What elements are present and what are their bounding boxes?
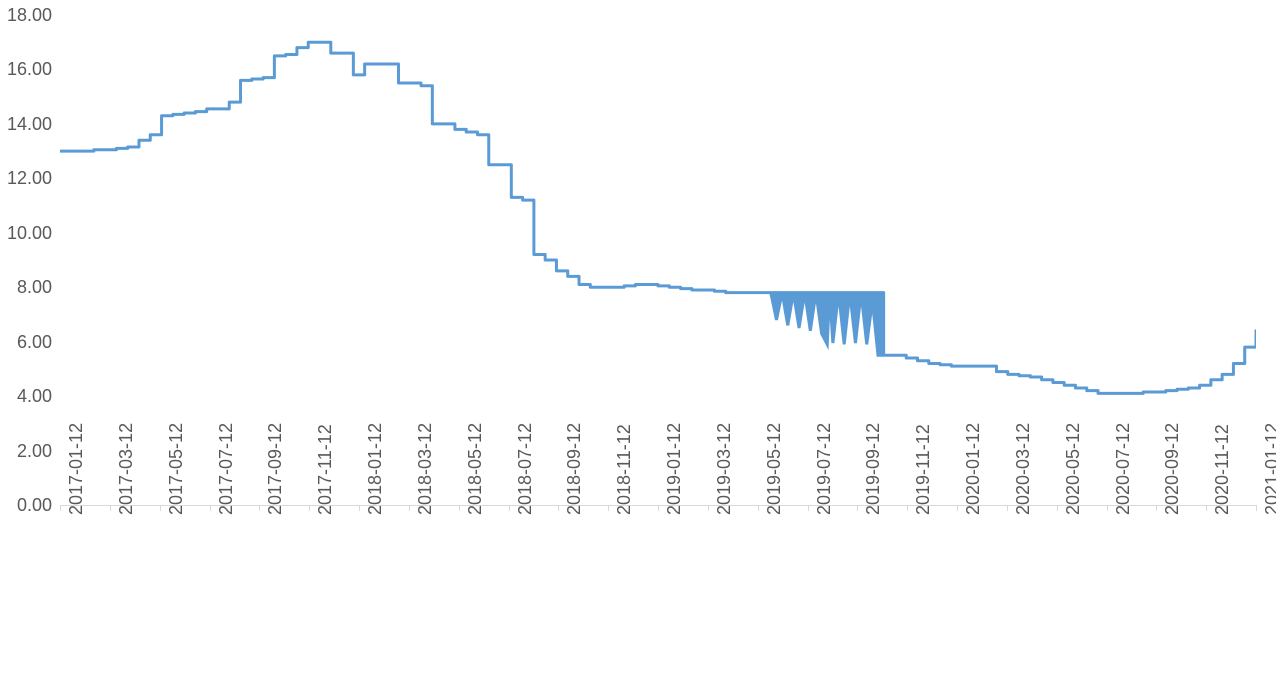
x-tick-mark bbox=[1107, 505, 1108, 511]
x-tick-mark bbox=[857, 505, 858, 511]
x-tick-mark bbox=[259, 505, 260, 511]
x-tick-mark bbox=[60, 505, 61, 511]
y-tick-label: 14.00 bbox=[7, 114, 52, 135]
x-tick-mark bbox=[160, 505, 161, 511]
y-tick-label: 0.00 bbox=[17, 495, 52, 516]
series-svg bbox=[60, 15, 1256, 505]
x-tick-mark bbox=[409, 505, 410, 511]
x-tick-mark bbox=[957, 505, 958, 511]
x-tick-mark bbox=[1206, 505, 1207, 511]
x-tick-mark bbox=[808, 505, 809, 511]
series-line bbox=[60, 42, 1256, 393]
y-tick-label: 12.00 bbox=[7, 168, 52, 189]
y-tick-label: 10.00 bbox=[7, 223, 52, 244]
x-tick-mark bbox=[1156, 505, 1157, 511]
x-tick-mark bbox=[1007, 505, 1008, 511]
x-tick-mark bbox=[907, 505, 908, 511]
x-tick-mark bbox=[509, 505, 510, 511]
x-tick-mark bbox=[758, 505, 759, 511]
y-tick-label: 16.00 bbox=[7, 59, 52, 80]
y-tick-label: 2.00 bbox=[17, 441, 52, 462]
x-tick-mark bbox=[708, 505, 709, 511]
x-tick-mark bbox=[359, 505, 360, 511]
x-tick-mark bbox=[558, 505, 559, 511]
x-tick-mark bbox=[608, 505, 609, 511]
time-series-chart: 0.00 2.00 4.00 6.00 8.00 10.00 12.00 14.00 16.00… bbox=[0, 0, 1276, 680]
y-tick-label: 6.00 bbox=[17, 332, 52, 353]
x-tick-mark bbox=[1256, 505, 1257, 511]
y-tick-label: 4.00 bbox=[17, 386, 52, 407]
y-tick-label: 18.00 bbox=[7, 5, 52, 26]
x-tick-mark bbox=[210, 505, 211, 511]
x-tick-mark bbox=[658, 505, 659, 511]
y-tick-label: 8.00 bbox=[17, 277, 52, 298]
x-tick-mark bbox=[459, 505, 460, 511]
x-tick-mark bbox=[1057, 505, 1058, 511]
x-tick-label: 2021-01-12 bbox=[1262, 423, 1276, 515]
x-tick-mark bbox=[110, 505, 111, 511]
x-tick-mark bbox=[309, 505, 310, 511]
